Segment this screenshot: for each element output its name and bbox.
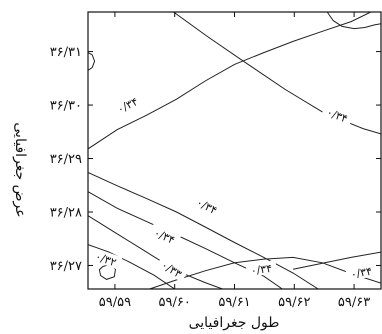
- contour-line: [88, 244, 175, 289]
- contour-label-background: [148, 223, 182, 248]
- contour-label: ۰/۳۴: [325, 106, 350, 126]
- y-tick-label: ۳۶/۲۸: [50, 205, 82, 220]
- contour-label-background: [245, 260, 278, 278]
- x-tick-label: ۵۹/۶۱: [218, 295, 250, 310]
- contour-label-background: [89, 247, 123, 270]
- contour-lines-group: [88, 12, 381, 289]
- y-tick-label: ۳۶/۲۷: [50, 259, 82, 274]
- x-tick-label: ۵۹/۵۹: [99, 295, 131, 310]
- tick-labels-group: ۵۹/۵۹ ۵۹/۶۰ ۵۹/۶۱ ۵۹/۶۲ ۵۹/۶۳ ۳۶/۲۷ ۳۶/۲۸ ۳۶/۲۹…: [50, 45, 371, 310]
- x-tick-label: ۵۹/۶۳: [338, 295, 370, 310]
- plot-frame: [87, 11, 382, 290]
- contour-label-background: [110, 92, 144, 118]
- contour-label: ۰/۳۲: [93, 250, 118, 269]
- y-axis-label: عرض جغرافیایی: [12, 122, 28, 217]
- contour-label-background: [345, 262, 378, 281]
- contour-line: [173, 12, 381, 135]
- y-tick-label: ۳۶/۲۹: [50, 152, 82, 167]
- y-tick-label: ۳۶/۳۰: [50, 99, 82, 114]
- x-tick-label: ۵۹/۶۰: [159, 295, 191, 310]
- contour-labels-group: ۰/۳۴۰/۳۴۰/۳۴۰/۳۴۰/۳۳ ۰/۳۴ ۰/۳۴۰/۳۲: [89, 92, 378, 283]
- contour-line: [149, 256, 381, 289]
- contour-label: ۰/۳۴: [350, 265, 373, 282]
- contour-label-background: [155, 255, 189, 283]
- contour-line: [88, 52, 96, 71]
- x-tick-label: ۵۹/۶۲: [278, 295, 310, 310]
- contour-line: [326, 12, 381, 30]
- y-tick-label: ۳۶/۳۱: [50, 45, 82, 60]
- contour-label-background: [190, 192, 224, 219]
- axis-ticks-group: [88, 12, 381, 289]
- contour-line: [88, 12, 372, 150]
- contour-line: [88, 171, 319, 289]
- contour-line: [293, 251, 381, 270]
- x-axis-label: طول جغرافیایی: [189, 315, 280, 331]
- contour-label: ۰/۳۴: [250, 262, 273, 278]
- contour-label-background: [321, 103, 354, 127]
